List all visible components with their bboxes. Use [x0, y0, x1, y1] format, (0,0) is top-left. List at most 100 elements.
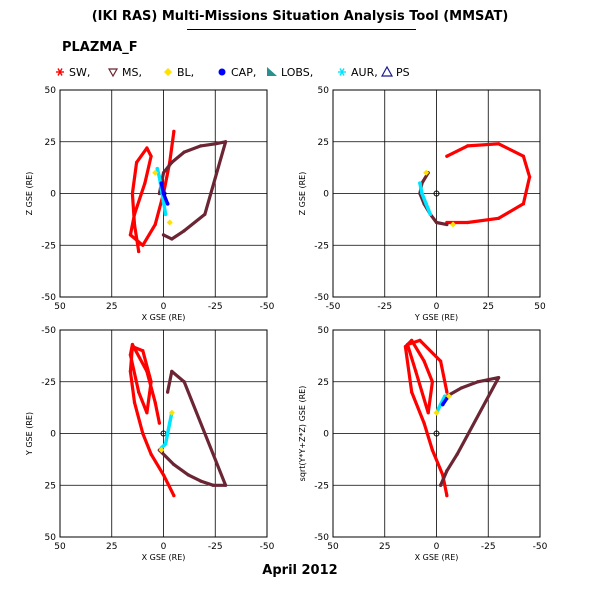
data-point-sw [497, 216, 501, 220]
legend-item-ms: MS, [107, 66, 142, 79]
data-point-bl [168, 409, 175, 416]
chart-panel-4: 50 50 25 25 0 0 -25 -25 -50 -50 X GSE (RE) sqrt(Y*Y… [298, 326, 548, 562]
data-point-sw [410, 338, 414, 342]
data-point-sw [445, 390, 449, 394]
data-point-sw [422, 359, 426, 363]
data-point-sw [153, 400, 157, 405]
data-point-sw [145, 411, 149, 415]
x-axis-label: Y GSE (RE) [414, 313, 458, 322]
y-axis-label: Z GSE (RE) [298, 172, 307, 216]
y-tick-label: 50 [318, 326, 330, 336]
data-point-aur [165, 431, 170, 436]
y-tick-label: 0 [323, 430, 329, 440]
series-ms [157, 369, 228, 487]
y-tick-label: -25 [41, 378, 56, 388]
x-tick-label: 50 [534, 302, 546, 312]
y-tick-label: 0 [323, 190, 329, 200]
data-point-sw [521, 202, 526, 206]
page-title: (IKI RAS) Multi-Missions Situation Analy… [91, 9, 509, 24]
legend-icon [267, 67, 277, 76]
x-tick-label: -50 [260, 542, 275, 552]
legend-icon [380, 65, 394, 77]
data-point-sw [161, 473, 166, 477]
y-tick-label: 25 [318, 378, 329, 388]
data-point-sw [521, 154, 526, 158]
data-point-sw [422, 421, 426, 425]
series-bl [433, 393, 452, 416]
legend-item-aur: AUR, [338, 66, 378, 79]
data-point-bl [433, 409, 440, 416]
data-point-sw [426, 411, 430, 415]
series-cap [159, 181, 170, 206]
data-point-sw [130, 342, 135, 347]
y-tick-label: 25 [45, 481, 56, 491]
y-tick-label: 50 [45, 86, 57, 96]
y-axis-label: Y GSE (RE) [25, 412, 34, 456]
data-point-sw [153, 222, 157, 227]
data-point-bl [423, 169, 430, 176]
data-point-ms [170, 160, 174, 165]
legend-icon-stroke [339, 68, 345, 76]
series-aur [418, 181, 433, 216]
data-point-aur [163, 442, 168, 446]
data-point-ms [445, 222, 449, 227]
data-point-sw [497, 142, 501, 146]
data-point-cap [161, 191, 166, 196]
y-tick-label: 50 [318, 86, 330, 96]
data-point-sw [132, 222, 137, 227]
x-tick-label: 50 [54, 302, 66, 312]
data-point-ms [161, 171, 166, 175]
chart-panel-2: -50 50 -25 25 0 0 25 -25 50 -50 Y GSE (RE) Z GSE (R… [298, 86, 546, 322]
data-point-aur [428, 212, 433, 216]
data-point-ms [157, 191, 161, 196]
data-point-ms [224, 140, 228, 144]
data-point-ms [224, 483, 228, 487]
data-point-ms [172, 462, 176, 467]
data-point-sw [132, 212, 137, 216]
data-point-aur [167, 421, 172, 425]
earth-marker [433, 430, 440, 437]
y-tick-label: 0 [50, 190, 56, 200]
period-label: April 2012 [262, 563, 338, 578]
data-point-ms [199, 144, 203, 148]
data-point-sw [418, 338, 422, 342]
data-point-ms [182, 229, 186, 233]
y-tick-label: -50 [41, 326, 56, 336]
data-point-sw [405, 342, 410, 347]
data-point-sw [134, 160, 139, 165]
x-tick-label: 0 [434, 542, 440, 552]
data-point-ms [497, 376, 501, 380]
legend-label: MS, [122, 66, 142, 79]
legend-label: SW, [69, 66, 90, 79]
y-tick-label: 50 [45, 533, 57, 543]
series-sw [128, 342, 176, 498]
data-point-ms [213, 142, 217, 146]
data-point-sw [430, 380, 434, 384]
data-point-sw [528, 175, 532, 179]
data-point-ms [182, 380, 186, 384]
data-point-bl [158, 447, 165, 454]
y-tick-label: -25 [314, 481, 329, 491]
x-tick-label: 25 [106, 542, 117, 552]
data-point-sw [445, 154, 449, 158]
data-point-sw [137, 249, 141, 254]
title-underline [187, 29, 416, 30]
data-point-ms [486, 378, 490, 382]
legend-icon [107, 68, 119, 78]
x-tick-label: 50 [54, 542, 66, 552]
series-sw [403, 338, 449, 498]
data-point-sw [445, 494, 449, 498]
data-point-cap [159, 181, 164, 185]
data-point-sw [141, 243, 145, 247]
satellite-name: PLAZMA_F [62, 40, 138, 55]
data-point-sw [465, 144, 470, 148]
y-tick-label: -50 [41, 293, 56, 303]
y-axis-label: Z GSE (RE) [25, 172, 34, 216]
data-point-sw [430, 448, 434, 452]
x-tick-label: -50 [326, 302, 341, 312]
series-bl [152, 169, 173, 226]
data-point-cap [165, 202, 170, 206]
x-axis-label: X GSE (RE) [142, 553, 186, 562]
